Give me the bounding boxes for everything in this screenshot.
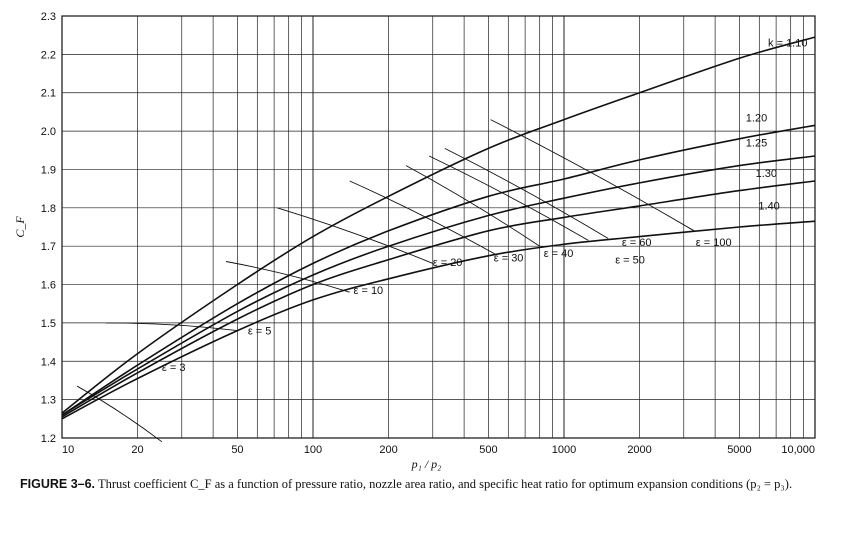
y-tick-label: 2.0	[41, 126, 56, 138]
epsilon-line	[225, 261, 350, 293]
x-tick-label: 10	[62, 444, 74, 456]
y-tick-label: 2.2	[41, 49, 56, 61]
x-tick-label: 500	[479, 444, 497, 456]
x-tick-label: 200	[379, 444, 397, 456]
curve-label: 1.25	[746, 137, 767, 149]
thrust-coefficient-chart: 10 20 50 100 200 500 1000 2000 5000 10,000 1.2 1.3 1…	[13, 11, 816, 471]
figure-caption: FIGURE 3–6. Thrust coefficient C_F as a …	[20, 476, 845, 493]
epsilon-line	[76, 385, 163, 443]
y-tick-label: 1.9	[41, 164, 56, 176]
series-line	[61, 36, 816, 414]
curve-label: 1.40	[758, 201, 779, 213]
epsilon-line	[349, 180, 496, 255]
caption-text: Thrust coefficient C_F as a function of …	[97, 477, 793, 491]
x-tick-label: 20	[131, 444, 143, 456]
curve-label: 1.30	[756, 168, 777, 180]
y-tick-label: 1.7	[41, 241, 56, 253]
y-tick-label: 2.3	[41, 11, 56, 23]
x-tick-label: 10,000	[781, 444, 815, 456]
y-tick-label: 1.2	[41, 433, 56, 445]
epsilon-line	[277, 207, 433, 264]
y-axis-label: C_F	[13, 216, 27, 238]
chart-svg: 10 20 50 100 200 500 1000 2000 5000 10,000 1.2 1.3 1…	[13, 11, 816, 471]
series-line	[61, 124, 816, 416]
x-tick-label: 100	[304, 444, 322, 456]
epsilon-line	[444, 147, 609, 239]
y-tick-label: 2.1	[41, 88, 56, 100]
series-line	[61, 180, 816, 418]
curve-label: ε = 40	[544, 248, 574, 260]
x-tick-label: 5000	[727, 444, 751, 456]
epsilon-line	[490, 119, 695, 232]
epsilon-line	[428, 155, 589, 241]
curve-label: ε = 30	[494, 253, 524, 265]
series-line	[61, 155, 816, 416]
y-tick-label: 1.4	[41, 356, 56, 368]
curve-label: ε = 20	[433, 257, 463, 269]
curve-label: ε = 60	[622, 237, 652, 249]
x-tick-label: 2000	[627, 444, 651, 456]
curve-label: ε = 10	[354, 285, 384, 297]
curve-label: 1.20	[746, 113, 767, 125]
curve-label: k = 1.10	[768, 38, 807, 50]
epsilon-line	[106, 322, 238, 332]
figure-number: FIGURE 3–6.	[20, 477, 96, 491]
y-tick-label: 1.5	[41, 318, 56, 330]
curve-label: ε = 100	[696, 237, 732, 249]
curve-label: ε = 5	[248, 325, 272, 337]
epsilon-line	[405, 165, 540, 247]
x-tick-label: 50	[231, 444, 243, 456]
curve-label: ε = 50	[615, 254, 645, 266]
y-tick-label: 1.6	[41, 280, 56, 292]
series-line	[61, 220, 816, 420]
x-tick-label: 1000	[552, 444, 576, 456]
plot-frame	[61, 15, 816, 439]
y-tick-label: 1.8	[41, 203, 56, 215]
curve-label: ε = 3	[162, 362, 186, 374]
y-tick-label: 1.3	[41, 395, 56, 407]
x-axis-label: p₁ / p₂	[411, 457, 442, 471]
